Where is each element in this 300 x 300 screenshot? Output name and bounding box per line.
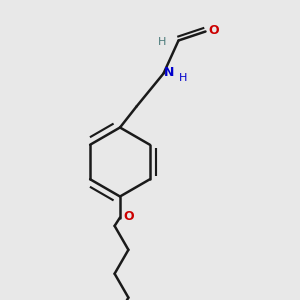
Text: O: O (123, 210, 134, 224)
Text: N: N (164, 65, 174, 79)
Text: H: H (179, 73, 187, 83)
Text: O: O (208, 23, 219, 37)
Text: H: H (158, 37, 166, 47)
